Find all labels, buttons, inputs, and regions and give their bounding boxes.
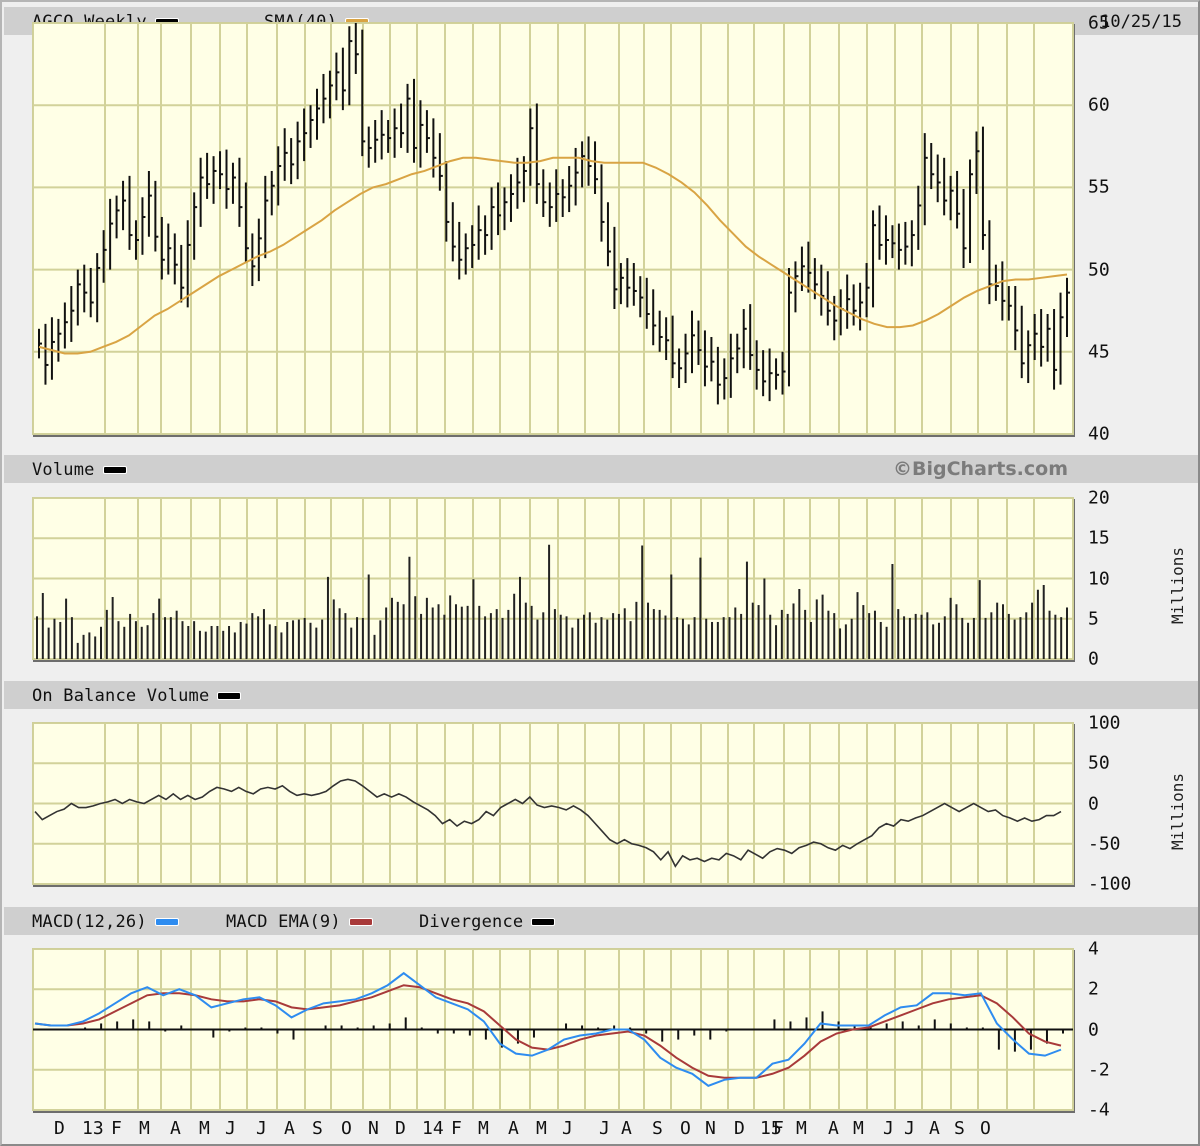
x-tick-label: S — [954, 1118, 965, 1139]
ema-swatch-icon — [348, 918, 373, 926]
y-tick-label: 2 — [1088, 978, 1099, 1000]
macd-chart — [33, 949, 1073, 1110]
obv-plot — [32, 722, 1074, 885]
x-tick-label: N — [368, 1118, 379, 1139]
y-tick-label: 5 — [1088, 608, 1099, 630]
x-tick-label: A — [170, 1118, 181, 1139]
obv-swatch-icon — [217, 692, 242, 700]
y-tick-label: 0 — [1088, 1019, 1099, 1040]
divergence-legend: Divergence — [419, 912, 556, 932]
volume-swatch-icon — [102, 466, 127, 474]
x-tick-label: 14 — [422, 1118, 444, 1139]
x-tick-label: A — [508, 1118, 519, 1139]
x-tick-label: F — [111, 1118, 122, 1139]
price-chart — [33, 23, 1073, 434]
obv-chart — [33, 723, 1073, 884]
x-tick-label: O — [680, 1118, 691, 1139]
x-tick-label: D — [54, 1118, 65, 1139]
x-tick-label: M — [853, 1118, 864, 1139]
x-tick-label: M — [536, 1118, 547, 1139]
volume-plot — [32, 497, 1074, 660]
x-tick-label: F — [451, 1118, 462, 1139]
x-tick-label: M — [796, 1118, 807, 1139]
y-tick-label: 15 — [1088, 527, 1110, 549]
x-tick-label: J — [256, 1118, 267, 1139]
macd-label: MACD(12,26) — [32, 912, 147, 932]
x-tick-label: J — [883, 1118, 894, 1139]
obv-legend: On Balance Volume — [32, 686, 242, 706]
chart-date: 10/25/15 — [1100, 12, 1182, 32]
x-tick-label: A — [929, 1118, 940, 1139]
x-tick-label: J — [904, 1118, 915, 1139]
watermark: ©BigCharts.com — [893, 458, 1068, 480]
y-tick-label: 40 — [1088, 423, 1110, 445]
volume-label: Volume — [32, 460, 95, 480]
volume-header: Volume ©BigCharts.com — [4, 455, 1198, 483]
obv-label: On Balance Volume — [32, 686, 210, 706]
divergence-swatch-icon — [531, 918, 556, 926]
ema-label: MACD EMA(9) — [226, 912, 341, 932]
obv-header: On Balance Volume — [4, 681, 1198, 709]
y-tick-label: -50 — [1088, 833, 1121, 855]
y-tick-label: 45 — [1088, 341, 1110, 363]
x-tick-label: 13 — [82, 1118, 104, 1139]
macd-legend: MACD(12,26) — [32, 912, 179, 932]
x-tick-label: M — [139, 1118, 150, 1139]
obv-unit-label: Millions — [1168, 772, 1187, 850]
y-tick-label: 4 — [1088, 938, 1099, 960]
x-tick-label: A — [284, 1118, 295, 1139]
volume-legend: Volume — [32, 460, 127, 480]
x-tick-label: D — [734, 1118, 745, 1139]
x-tick-label: S — [652, 1118, 663, 1139]
volume-unit-label: Millions — [1168, 546, 1187, 624]
y-tick-label: 65 — [1088, 12, 1110, 34]
x-tick-label: M — [199, 1118, 210, 1139]
x-tick-label: A — [828, 1118, 839, 1139]
y-tick-label: -4 — [1088, 1099, 1110, 1121]
x-tick-label: F — [773, 1118, 784, 1139]
y-tick-label: 60 — [1088, 94, 1110, 116]
volume-chart — [33, 498, 1073, 659]
x-tick-label: D — [395, 1118, 406, 1139]
y-tick-label: 20 — [1088, 487, 1110, 509]
x-tick-label: A — [621, 1118, 632, 1139]
x-tick-label: J — [225, 1118, 236, 1139]
y-tick-label: 0 — [1088, 648, 1099, 670]
y-tick-label: -2 — [1088, 1059, 1110, 1081]
y-tick-label: 0 — [1088, 793, 1099, 814]
macd-plot — [32, 948, 1074, 1111]
y-tick-label: 100 — [1088, 712, 1121, 734]
x-tick-label: J — [599, 1118, 610, 1139]
x-tick-label: N — [705, 1118, 716, 1139]
macd-header: MACD(12,26) MACD EMA(9) Divergence — [4, 907, 1198, 935]
y-tick-label: -100 — [1088, 873, 1132, 895]
x-tick-label: 15 — [760, 1118, 782, 1139]
x-tick-label: O — [980, 1118, 991, 1139]
x-tick-label: O — [341, 1118, 352, 1139]
x-tick-label: M — [478, 1118, 489, 1139]
price-plot — [32, 22, 1074, 435]
macd-swatch-icon — [154, 918, 179, 926]
divergence-label: Divergence — [419, 912, 524, 932]
y-tick-label: 50 — [1088, 259, 1110, 281]
y-tick-label: 50 — [1088, 752, 1110, 774]
ema-legend: MACD EMA(9) — [226, 912, 373, 932]
x-tick-label: S — [312, 1118, 323, 1139]
sma-line — [38, 156, 1068, 355]
y-tick-label: 10 — [1088, 568, 1110, 589]
x-tick-label: J — [562, 1118, 573, 1139]
y-tick-label: 55 — [1088, 176, 1110, 198]
